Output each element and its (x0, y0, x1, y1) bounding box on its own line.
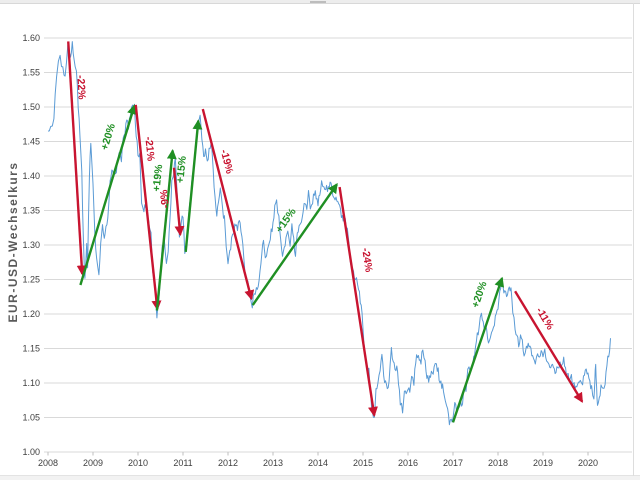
trend-arrow-up (155, 148, 177, 311)
trend-arrow-down (514, 290, 584, 403)
trend-arrow-up (451, 276, 505, 423)
y-tick-label: 1.00 (22, 447, 40, 457)
trend-label: +20% (99, 122, 119, 152)
trend-arrow-up (79, 104, 137, 286)
y-tick-label: 1.30 (22, 240, 40, 250)
y-tick-label: 1.55 (22, 68, 40, 78)
trend-arrow-down (201, 108, 255, 301)
window-top-scrollbar (0, 0, 640, 4)
trend-label: -19% (218, 148, 236, 175)
trend-label: -9% (158, 188, 172, 208)
trend-label: +15% (174, 155, 189, 184)
y-tick-label: 1.20 (22, 309, 40, 319)
y-tick-label: 1.25 (22, 275, 40, 285)
trend-label: -24% (359, 247, 375, 274)
x-tick-label: 2017 (443, 458, 463, 468)
window-bottom-border (0, 475, 640, 480)
x-tick-label: 2019 (533, 458, 553, 468)
window-right-border (633, 3, 634, 476)
x-tick-label: 2016 (398, 458, 418, 468)
trend-label: -22% (74, 75, 87, 101)
scrollbar-thumb[interactable] (310, 1, 326, 3)
y-tick-label: 1.40 (22, 171, 40, 181)
trend-label: +20% (470, 279, 490, 309)
x-tick-label: 2010 (128, 458, 148, 468)
trend-label: -21% (142, 136, 157, 162)
trend-arrow-up (184, 119, 203, 253)
y-tick-label: 1.05 (22, 413, 40, 423)
x-tick-label: 2009 (83, 458, 103, 468)
y-tick-label: 1.35 (22, 206, 40, 216)
x-tick-label: 2012 (218, 458, 238, 468)
y-tick-label: 1.45 (22, 137, 40, 147)
x-tick-label: 2020 (578, 458, 598, 468)
trend-arrow-down (338, 186, 378, 417)
x-tick-label: 2011 (173, 458, 192, 468)
x-tick-label: 2018 (488, 458, 508, 468)
trend-label: +19% (151, 163, 166, 192)
x-tick-label: 2015 (353, 458, 373, 468)
y-tick-label: 1.15 (22, 344, 40, 354)
y-tick-label: 1.60 (22, 33, 40, 43)
x-tick-label: 2013 (263, 458, 283, 468)
trend-arrow-down (172, 167, 185, 237)
trend-arrow-down (67, 41, 87, 276)
y-tick-label: 1.50 (22, 102, 40, 112)
x-tick-label: 2014 (308, 458, 328, 468)
x-tick-label: 2008 (38, 458, 58, 468)
y-tick-label: 1.10 (22, 378, 40, 388)
trend-arrow-down (134, 104, 162, 311)
exchange-rate-line (47, 41, 611, 426)
trend-arrow-up (251, 183, 338, 306)
